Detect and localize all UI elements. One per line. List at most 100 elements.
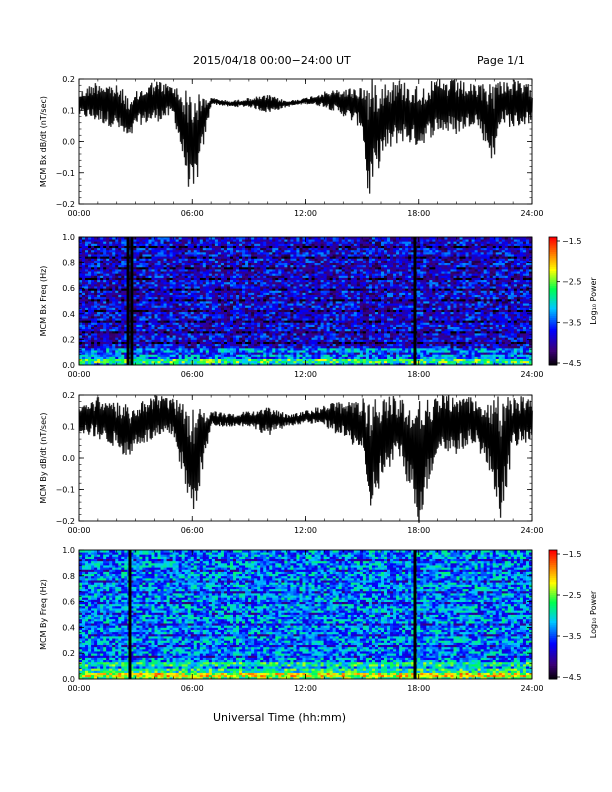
spectrogram-cell bbox=[281, 245, 285, 249]
spectrogram-cell bbox=[317, 281, 321, 285]
spectrogram-cell bbox=[154, 345, 158, 349]
spectrogram-cell bbox=[230, 307, 234, 310]
spectrogram-cell bbox=[115, 326, 119, 330]
spectrogram-cell bbox=[169, 254, 174, 257]
spectrogram-cell bbox=[151, 264, 155, 268]
spectrogram-cell bbox=[266, 258, 270, 261]
spectrogram-cell bbox=[172, 266, 177, 270]
spectrogram-cell bbox=[166, 294, 170, 298]
spectrogram-cell bbox=[103, 318, 107, 321]
spectrogram-cell bbox=[163, 288, 167, 291]
spectrogram-cell bbox=[169, 273, 174, 276]
spectrogram-cell bbox=[124, 330, 128, 334]
spectrogram-cell bbox=[278, 354, 282, 357]
spectrogram-cell bbox=[88, 305, 92, 308]
spectrogram-cell bbox=[220, 360, 225, 364]
spectrogram-cell bbox=[121, 345, 125, 349]
spectrogram-cell bbox=[217, 350, 222, 353]
spectrogram-cell bbox=[91, 288, 95, 291]
spectrogram-cell bbox=[214, 256, 219, 259]
spectrogram-cell bbox=[100, 275, 104, 278]
spectrogram-cell bbox=[97, 283, 101, 287]
spectrogram-cell bbox=[172, 343, 177, 347]
spectrogram-cell bbox=[160, 262, 164, 266]
spectrogram-cell bbox=[263, 254, 267, 257]
spectrogram-cell bbox=[263, 262, 267, 266]
spectrogram-cell bbox=[199, 356, 204, 359]
spectrogram-cell bbox=[109, 309, 113, 313]
spectrogram-cell bbox=[178, 311, 183, 315]
spectrogram-cell bbox=[220, 249, 225, 253]
spectrogram-cell bbox=[202, 337, 207, 340]
spectrogram-cell bbox=[79, 283, 83, 287]
spectrogram-cell bbox=[145, 264, 149, 268]
spectrogram-cell bbox=[181, 343, 186, 347]
spectrogram-cell bbox=[251, 298, 255, 302]
spectrogram-cell bbox=[154, 239, 158, 242]
spectrogram-cell bbox=[266, 305, 270, 308]
spectrogram-cell bbox=[106, 279, 110, 283]
spectrogram-cell bbox=[257, 337, 261, 340]
spectrogram-cell bbox=[308, 260, 312, 263]
spectrogram-cell bbox=[82, 239, 86, 242]
spectrogram-cell bbox=[296, 350, 300, 353]
spectrogram-cell bbox=[248, 335, 252, 338]
spectrogram-cell bbox=[254, 249, 258, 253]
spectrogram-cell bbox=[302, 245, 306, 249]
spectrogram-cell bbox=[299, 281, 303, 285]
spectrogram-cell bbox=[311, 296, 315, 300]
spectrogram-cell bbox=[163, 324, 167, 327]
spectrogram-cell bbox=[148, 249, 152, 253]
spectrogram-cell bbox=[248, 307, 252, 310]
spectrogram-cell bbox=[100, 254, 104, 257]
spectrogram-cell bbox=[163, 281, 167, 285]
spectrogram-cell bbox=[160, 350, 164, 353]
spectrogram-cell bbox=[190, 339, 195, 342]
spectrogram-cell bbox=[145, 362, 149, 366]
spectrogram-cell bbox=[160, 281, 164, 285]
spectrogram-cell bbox=[82, 335, 86, 338]
y-axis-label: MCM Bx dB/dt (nT/sec) bbox=[39, 96, 48, 187]
spectrogram-cell bbox=[269, 243, 273, 246]
spectrogram-cell bbox=[257, 318, 261, 321]
spectrogram-cell bbox=[100, 294, 104, 298]
spectrogram-cell bbox=[223, 298, 228, 302]
spectrogram-cell bbox=[169, 256, 174, 259]
spectrogram-cell bbox=[79, 352, 83, 355]
spectrogram-cell bbox=[275, 305, 279, 308]
spectrogram-cell bbox=[157, 271, 161, 274]
spectrogram-cell bbox=[275, 279, 279, 283]
spectrogram-cell bbox=[284, 354, 288, 357]
spectrogram-cell bbox=[178, 350, 183, 353]
spectrogram-cell bbox=[157, 286, 161, 289]
spectrogram-cell bbox=[320, 328, 325, 332]
spectrogram-cell bbox=[91, 360, 95, 364]
spectrogram-cell bbox=[172, 269, 177, 272]
spectrogram-cell bbox=[211, 305, 216, 308]
spectrogram-cell bbox=[196, 241, 201, 244]
spectrogram-cell bbox=[230, 354, 234, 357]
spectrogram-cell bbox=[254, 298, 258, 302]
spectrogram-cell bbox=[199, 347, 204, 351]
spectrogram-cell bbox=[118, 251, 122, 255]
spectrogram-cell bbox=[94, 305, 98, 308]
spectrogram-cell bbox=[251, 305, 255, 308]
spectrogram-cell bbox=[184, 298, 189, 302]
spectrogram-cell bbox=[254, 241, 258, 244]
spectrogram-cell bbox=[106, 262, 110, 266]
spectrogram-cell bbox=[299, 337, 303, 340]
spectrogram-cell bbox=[148, 313, 152, 317]
spectrogram-cell bbox=[136, 273, 140, 276]
spectrogram-cell bbox=[115, 298, 119, 302]
spectrogram-cell bbox=[109, 318, 113, 321]
spectrogram-cell bbox=[214, 247, 219, 251]
spectrogram-cell bbox=[205, 296, 210, 300]
spectrogram-cell bbox=[139, 324, 143, 327]
spectrogram-cell bbox=[281, 309, 285, 313]
spectrogram-cell bbox=[284, 245, 288, 249]
spectrogram-cell bbox=[214, 324, 219, 327]
spectrogram-cell bbox=[190, 324, 195, 327]
spectrogram-cell bbox=[266, 309, 270, 313]
spectrogram-cell bbox=[233, 290, 237, 293]
spectrogram-cell bbox=[239, 303, 243, 306]
